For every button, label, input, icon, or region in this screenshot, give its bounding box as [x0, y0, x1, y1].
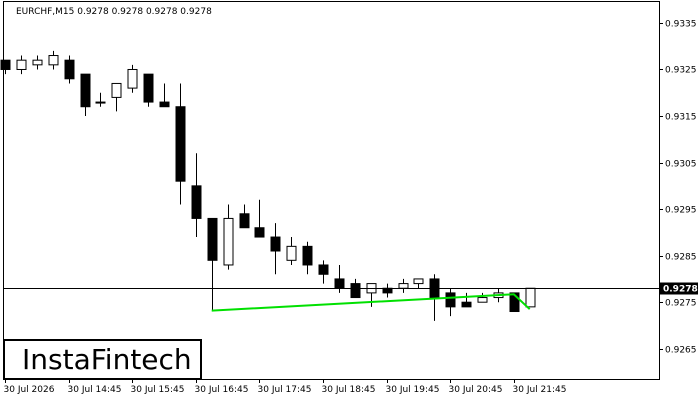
candle [48, 50, 59, 70]
candle-body [461, 301, 472, 308]
y-tick-label: 0.9275 [665, 299, 697, 309]
logo-box [3, 339, 202, 380]
candle-body [398, 283, 409, 289]
x-tick-label: 30 Jul 14:45 [68, 385, 122, 395]
candle-body [207, 217, 218, 261]
candle [207, 217, 218, 312]
candle [254, 199, 265, 238]
candle [64, 55, 75, 84]
candle [80, 73, 91, 117]
candle [445, 288, 456, 317]
candle [239, 204, 250, 229]
x-tick-label: 30 Jul 16:45 [195, 385, 249, 395]
x-tick-label: 30 Jul 21:45 [513, 385, 567, 395]
x-axis: 30 Jul 2026 30 Jul 14:45 30 Jul 15:45 30 Ju… [4, 379, 567, 395]
y-tick-label: 0.9305 [665, 160, 697, 170]
plot-frame [3, 1, 660, 380]
candle [32, 55, 43, 70]
candle [318, 260, 329, 284]
candle-body [111, 82, 122, 98]
candle-body [302, 245, 313, 266]
symbol-header: EURCHF,M15 0.9278 0.9278 0.9278 0.9278 [16, 7, 212, 17]
candle [398, 278, 409, 293]
candle [413, 278, 424, 289]
pattern-line [211, 293, 531, 312]
candle-body [32, 59, 43, 66]
candle [270, 223, 281, 275]
current-price-box [660, 282, 698, 295]
candle [175, 83, 186, 205]
candle-body [16, 59, 27, 70]
x-tick-label: 30 Jul 2026 [4, 385, 55, 395]
candle-body [64, 59, 75, 80]
y-tick-label: 0.9335 [665, 20, 697, 30]
y-tick-label: 0.9285 [665, 253, 697, 263]
candle [143, 73, 154, 107]
current-price-marker: 0.9278 [4, 282, 698, 295]
candle-body [127, 68, 138, 89]
candle-body [270, 236, 281, 252]
candle-body [334, 278, 345, 289]
candle [223, 204, 234, 270]
candle-body [286, 245, 297, 261]
candle [95, 92, 106, 107]
y-tick-label: 0.9315 [665, 113, 697, 123]
candle [16, 55, 27, 75]
candle [366, 283, 377, 307]
logo-text: InstaFintech [22, 343, 192, 376]
candle [111, 82, 122, 112]
candle-body [95, 101, 106, 104]
candle [0, 59, 11, 75]
candle-body [143, 73, 154, 103]
candle-body [413, 278, 424, 285]
candles-layer [0, 50, 536, 321]
y-tick-label: 0.9295 [665, 206, 697, 216]
candle-body [445, 292, 456, 308]
candle [159, 83, 170, 108]
candle-body [223, 217, 234, 266]
candle [191, 153, 202, 238]
candle-body [509, 292, 520, 313]
candle-body [191, 185, 202, 219]
x-tick-label: 30 Jul 20:45 [449, 385, 503, 395]
candle [302, 241, 313, 275]
candle-body [80, 73, 91, 108]
x-tick-label: 30 Jul 19:45 [386, 385, 440, 395]
y-tick-label: 0.9325 [665, 66, 697, 76]
candle-body [350, 283, 361, 299]
y-axis: 0.9335 0.9325 0.9315 0.9305 0.9295 0.9285 0.92… [659, 20, 697, 356]
candle-body [239, 213, 250, 229]
instafintech-logo: InstaFintech [3, 339, 202, 380]
current-price-label: 0.9278 [663, 285, 698, 295]
candle-body [318, 264, 329, 275]
x-tick-label: 30 Jul 17:45 [258, 385, 312, 395]
candle-body [254, 227, 265, 238]
candle-body [175, 106, 186, 182]
candle [286, 237, 297, 265]
candle-body [0, 59, 11, 70]
candle-body [477, 297, 488, 303]
candle-body [48, 55, 59, 66]
candle-body [159, 101, 170, 108]
y-tick-label: 0.9265 [665, 346, 697, 356]
candle-body [525, 287, 536, 308]
candle [461, 292, 472, 308]
x-tick-label: 30 Jul 15:45 [131, 385, 185, 395]
pattern-layer [211, 293, 531, 312]
candle [525, 287, 536, 308]
x-tick-label: 30 Jul 18:45 [322, 385, 376, 395]
candle [127, 64, 138, 93]
candle [477, 292, 488, 303]
candle [382, 283, 393, 298]
